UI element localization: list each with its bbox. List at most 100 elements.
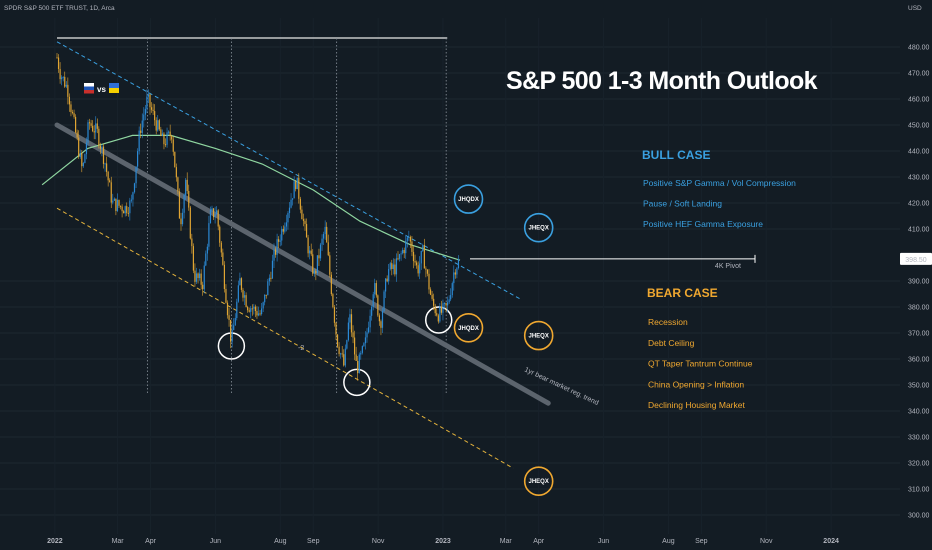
trend-label: 1yr bear market reg. trend bbox=[523, 366, 599, 407]
candle-body bbox=[287, 213, 289, 223]
candle-body bbox=[307, 237, 309, 254]
candle-body bbox=[155, 120, 157, 131]
candle-body bbox=[158, 120, 160, 130]
x-tick-label: Aug bbox=[662, 538, 675, 545]
candle-body bbox=[276, 239, 278, 255]
candle-body bbox=[416, 262, 418, 266]
candle-body bbox=[332, 294, 334, 308]
candle-body bbox=[189, 207, 191, 239]
chart-title: S&P 500 1-3 Month Outlook bbox=[506, 67, 818, 95]
ticker-circle bbox=[523, 466, 554, 497]
candle-body bbox=[304, 220, 306, 224]
candle-body bbox=[381, 310, 384, 328]
y-tick-label: 310.00 bbox=[908, 487, 930, 494]
ticker-label: JHEQX bbox=[529, 334, 549, 340]
candle-body bbox=[454, 272, 456, 275]
candle-body bbox=[267, 281, 269, 296]
candle-body bbox=[254, 306, 256, 312]
candle-body bbox=[79, 153, 81, 158]
candle-body bbox=[391, 263, 393, 270]
candle-body bbox=[113, 198, 115, 201]
candle-body bbox=[310, 250, 312, 255]
x-tick-label: Jun bbox=[210, 538, 221, 545]
candle-body bbox=[425, 268, 427, 270]
x-tick-label: 2023 bbox=[435, 538, 451, 545]
y-tick-label: 440.00 bbox=[908, 149, 930, 156]
x-tick-label: Mar bbox=[500, 538, 513, 545]
candle-body bbox=[250, 308, 252, 312]
candle-body bbox=[329, 255, 331, 275]
candle-body bbox=[172, 139, 174, 152]
x-tick-label: Jun bbox=[598, 538, 609, 545]
ticker-label: JHEQX bbox=[529, 479, 549, 485]
candle-body bbox=[341, 353, 343, 355]
candle-body bbox=[296, 177, 298, 190]
candle-body bbox=[313, 271, 315, 274]
candle-body bbox=[309, 250, 311, 254]
candle-body bbox=[95, 123, 97, 133]
candle-body bbox=[81, 153, 83, 167]
candle-body bbox=[279, 240, 281, 242]
candle-body bbox=[85, 142, 88, 155]
candle-body bbox=[149, 94, 151, 108]
bull-case-item: Positive HEF Gamma Exposure bbox=[643, 219, 763, 229]
candle-body bbox=[124, 206, 126, 214]
candle-body bbox=[102, 146, 105, 164]
candles bbox=[56, 53, 460, 381]
candle-body bbox=[119, 205, 122, 207]
candle-body bbox=[447, 302, 449, 306]
candle-body bbox=[178, 191, 181, 219]
candle-body bbox=[301, 209, 303, 220]
flag-stripe bbox=[109, 88, 119, 93]
candle-body bbox=[378, 315, 380, 322]
candle-body bbox=[326, 226, 328, 243]
candle-body bbox=[282, 228, 284, 232]
candle-body bbox=[377, 295, 379, 316]
candle-body bbox=[298, 177, 300, 199]
candle-body bbox=[319, 244, 322, 259]
candle-body bbox=[302, 219, 305, 221]
y-tick-label: 450.00 bbox=[908, 123, 930, 130]
candle-body bbox=[121, 206, 123, 212]
candle-body bbox=[457, 259, 460, 269]
candle-body bbox=[208, 223, 210, 247]
candle-body bbox=[439, 306, 441, 322]
candle-body bbox=[292, 198, 294, 200]
candle-body bbox=[288, 207, 291, 214]
candle-body bbox=[372, 294, 374, 307]
candle-body bbox=[437, 315, 439, 322]
candle-body bbox=[403, 249, 405, 254]
y-tick-label: 420.00 bbox=[908, 201, 930, 208]
x-tick-label: Apr bbox=[533, 538, 545, 545]
last-price-text: 398.50 bbox=[905, 257, 927, 264]
candle-body bbox=[183, 195, 185, 213]
candle-body bbox=[429, 289, 432, 295]
y-tick-label: 360.00 bbox=[908, 357, 930, 364]
candle-body bbox=[98, 128, 100, 146]
candle-body bbox=[358, 354, 360, 374]
candle-body bbox=[106, 163, 108, 172]
x-tick-label: Sep bbox=[695, 538, 708, 545]
bull-case-item: Positive S&P Gamma / Vol Compression bbox=[643, 178, 796, 188]
candle-body bbox=[160, 129, 162, 136]
candle-body bbox=[84, 154, 86, 163]
candle-body bbox=[75, 116, 77, 133]
candle-body bbox=[395, 258, 398, 275]
candle-body bbox=[405, 240, 407, 254]
candle-body bbox=[76, 132, 78, 138]
candle-body bbox=[321, 238, 323, 245]
candle-body bbox=[426, 269, 429, 274]
bear-case-heading: BEAR CASE bbox=[647, 286, 718, 300]
labels: 4K Pivot 398.50 1yr bear market reg. trend… bbox=[84, 83, 932, 497]
candle-body bbox=[406, 237, 408, 241]
candle-body bbox=[295, 181, 297, 190]
flag-stripe bbox=[84, 86, 94, 90]
candle-body bbox=[138, 130, 140, 152]
candle-body bbox=[194, 270, 196, 282]
ticker-circle bbox=[453, 312, 484, 343]
candle-body bbox=[251, 308, 253, 310]
channel-top-line bbox=[56, 41, 521, 300]
candle-body bbox=[163, 133, 165, 145]
candle-body bbox=[87, 122, 89, 143]
